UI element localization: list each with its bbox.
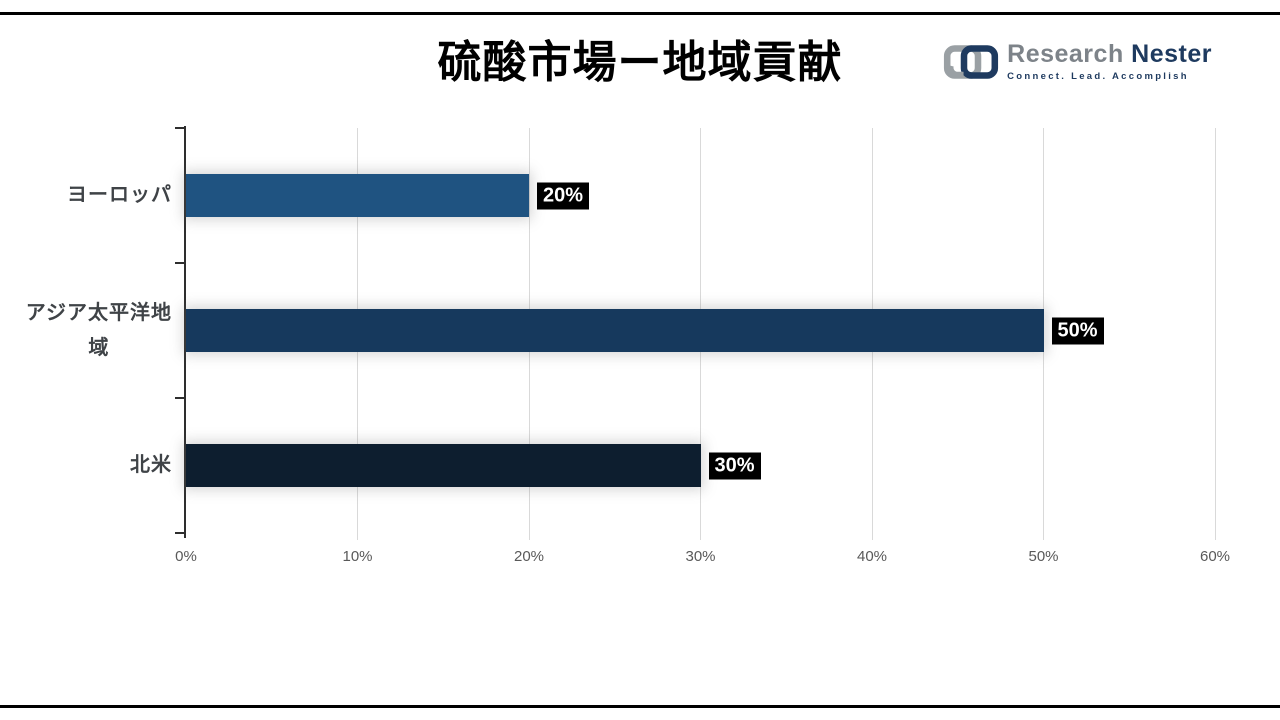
logo-research: Research: [1007, 40, 1124, 68]
y-axis-tick: [175, 397, 184, 399]
category-label-line: 域: [88, 336, 110, 359]
y-axis-line: [184, 126, 186, 538]
bar: [186, 174, 529, 217]
y-axis-tick: [175, 262, 184, 264]
logo-tagline: Connect. Lead. Accomplish: [1007, 71, 1189, 82]
chain-links-icon: [944, 45, 999, 79]
bar: [186, 309, 1044, 352]
bar-value-label: 20%: [537, 182, 590, 209]
category-label: ヨーロッパ: [0, 128, 172, 263]
logo-names: Research Nester: [1007, 42, 1212, 67]
research-nester-logo: Research Nester Connect. Lead. Accomplis…: [943, 42, 1212, 82]
logo-nester: Nester: [1131, 40, 1212, 68]
chart-title: 硫酸市場ー地域貢献: [437, 38, 843, 87]
top-divider: [0, 12, 1280, 15]
x-tick-label: 40%: [856, 548, 888, 565]
x-tick-label: 20%: [513, 548, 545, 565]
bottom-divider: [0, 705, 1280, 708]
x-tick-label: 50%: [1028, 548, 1059, 565]
y-axis-tick: [175, 127, 184, 129]
bar: [186, 444, 701, 487]
category-label-text: ヨーロッパ: [67, 178, 172, 213]
bar-value-label: 30%: [708, 452, 761, 479]
bar-value-label: 50%: [1051, 317, 1104, 344]
gridline: [1214, 128, 1216, 540]
x-tick-label: 10%: [342, 548, 373, 565]
x-tick-label: 60%: [1199, 548, 1231, 565]
x-tick-label: 30%: [685, 548, 716, 565]
category-label-line: ヨーロッパ: [67, 184, 172, 206]
category-label: アジア太平洋地域: [0, 263, 172, 398]
category-label: 北米: [0, 398, 172, 533]
y-axis-tick: [175, 532, 184, 534]
category-label-text: 北米: [130, 448, 172, 483]
x-tick-label: 0%: [175, 548, 197, 565]
category-label-text: アジア太平洋地域: [26, 296, 172, 366]
category-label-line: 北米: [130, 454, 172, 476]
category-label-line: アジア太平洋地: [25, 301, 172, 324]
gridline: [1043, 128, 1044, 540]
logo-text: Research Nester Connect. Lead. Accomplis…: [1007, 42, 1212, 82]
